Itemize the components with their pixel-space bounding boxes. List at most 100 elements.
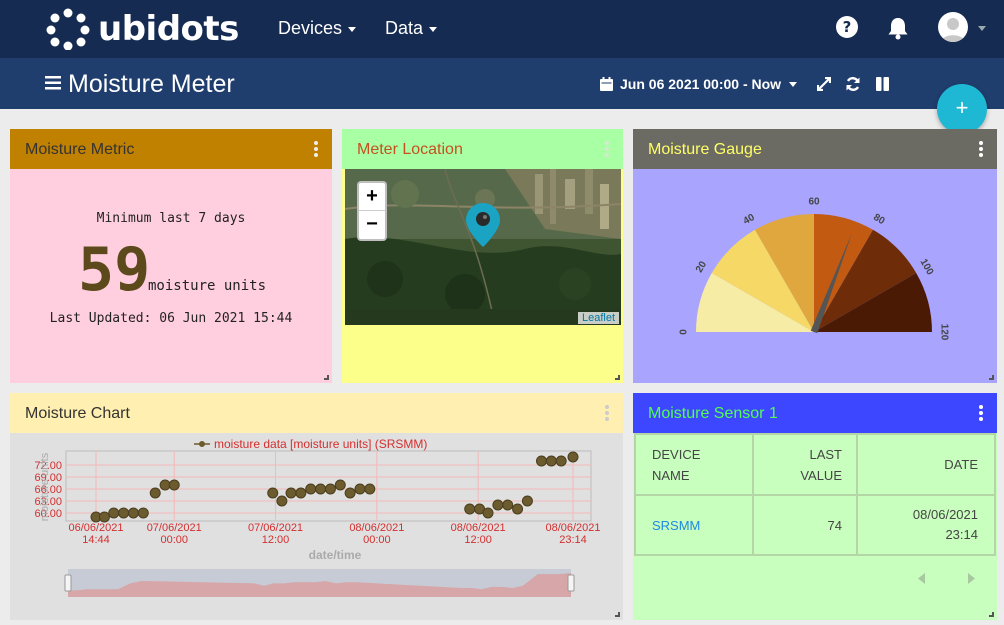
data-point[interactable]: [521, 495, 533, 507]
widget-title: Moisture Chart: [25, 405, 130, 422]
satellite-map[interactable]: + − Leaflet: [345, 169, 621, 325]
device-table: DEVICE NAME LAST VALUE DATE SRSMM 74 08/…: [634, 433, 996, 556]
column-header-last-value[interactable]: LAST VALUE: [752, 433, 858, 496]
data-point[interactable]: [344, 487, 356, 499]
help-icon[interactable]: ?: [836, 16, 858, 38]
date-range-picker[interactable]: Jun 06 2021 00:00 - Now: [600, 76, 798, 92]
device-name-link[interactable]: SRSMM: [634, 494, 754, 556]
kebab-menu-icon[interactable]: [604, 141, 609, 157]
data-point[interactable]: [545, 455, 557, 467]
nav-data-label: Data: [385, 18, 424, 38]
kebab-menu-icon[interactable]: [978, 405, 983, 421]
widget-header: Moisture Chart: [10, 393, 623, 433]
column-header-date[interactable]: DATE: [856, 433, 996, 496]
bell-icon[interactable]: [887, 16, 909, 40]
data-point[interactable]: [149, 487, 161, 499]
nav-devices[interactable]: Devices: [278, 18, 357, 39]
widget-title: Meter Location: [357, 141, 463, 158]
x-tick-label: 07/06/2021: [147, 522, 202, 534]
resize-handle[interactable]: [615, 612, 620, 617]
chevron-down-icon: [348, 26, 357, 32]
expand-icon[interactable]: [817, 77, 831, 91]
data-point[interactable]: [502, 499, 514, 511]
y-tick-label: 60.00: [34, 508, 62, 520]
chevron-down-icon[interactable]: [978, 26, 986, 31]
moisture-sensor-widget: Moisture Sensor 1 DEVICE NAME LAST VALUE…: [633, 393, 997, 620]
zoom-controls: + −: [357, 181, 387, 241]
data-point[interactable]: [108, 507, 120, 519]
data-point[interactable]: [168, 479, 180, 491]
data-point[interactable]: [276, 495, 288, 507]
data-point[interactable]: [354, 483, 366, 495]
previous-page-icon[interactable]: [918, 573, 926, 584]
gauge-tick-label: 40: [742, 212, 758, 227]
data-point[interactable]: [535, 455, 547, 467]
data-point[interactable]: [364, 483, 376, 495]
data-point[interactable]: [324, 483, 336, 495]
ubidots-logo[interactable]: ubidots: [46, 8, 239, 50]
kebab-menu-icon[interactable]: [978, 141, 983, 157]
widget-header: Moisture Metric: [10, 129, 332, 169]
data-point[interactable]: [567, 451, 579, 463]
user-avatar-icon[interactable]: [938, 12, 968, 42]
data-point[interactable]: [512, 503, 524, 515]
data-point[interactable]: [295, 487, 307, 499]
top-navbar: ubidots Devices Data ?: [0, 0, 1004, 58]
widget-header: Moisture Sensor 1: [633, 393, 997, 433]
resize-handle[interactable]: [615, 375, 620, 380]
data-point[interactable]: [464, 503, 476, 515]
data-point[interactable]: [285, 487, 297, 499]
data-point[interactable]: [334, 479, 346, 491]
y-axis-label: moisture units: [39, 452, 51, 521]
meter-location-widget: Meter Location + −: [342, 129, 623, 383]
data-point[interactable]: [482, 507, 494, 519]
metric-label: Minimum last 7 days: [96, 211, 246, 226]
moisture-chart-widget: Moisture Chart 60.00 63.00 66.00 69.00 72.00…: [10, 393, 623, 620]
navigator-right-handle[interactable]: [567, 574, 575, 592]
dashboard-title[interactable]: Moisture Meter: [68, 70, 235, 98]
column-header-device-name[interactable]: DEVICE NAME: [634, 433, 754, 496]
x-tick-label: 06/06/2021: [68, 522, 123, 534]
data-point[interactable]: [315, 483, 327, 495]
data-point[interactable]: [267, 487, 279, 499]
add-widget-button[interactable]: +: [937, 84, 987, 134]
legend-marker-icon: [199, 441, 205, 447]
nav-devices-label: Devices: [278, 18, 343, 38]
map-marker-icon[interactable]: [466, 203, 500, 247]
kebab-menu-icon[interactable]: [604, 405, 609, 421]
chevron-down-icon: [429, 26, 438, 32]
refresh-icon[interactable]: [845, 76, 861, 92]
resize-handle[interactable]: [989, 612, 994, 617]
leaflet-attribution-link[interactable]: Leaflet: [577, 312, 619, 324]
y-tick-label: 72.00: [34, 460, 62, 472]
kebab-menu-icon[interactable]: [313, 141, 318, 157]
columns-icon[interactable]: [876, 77, 889, 91]
next-page-icon[interactable]: [967, 573, 975, 584]
gauge-band: [711, 229, 814, 332]
data-point[interactable]: [305, 483, 317, 495]
y-tick-label: 66.00: [34, 484, 62, 496]
moisture-metric-widget: Moisture Metric Minimum last 7 days 59 m…: [10, 129, 332, 383]
hamburger-icon[interactable]: [45, 76, 61, 90]
gauge-band: [696, 273, 814, 332]
data-point[interactable]: [98, 511, 110, 523]
x-tick-label: 14:44: [82, 534, 110, 546]
dashboard-header: Moisture Meter Jun 06 2021 00:00 - Now: [0, 58, 1004, 109]
moisture-gauge-widget: Moisture Gauge 0 20 40 60 80 100 120: [633, 129, 997, 383]
resize-handle[interactable]: [324, 375, 329, 380]
navigator-left-handle[interactable]: [64, 574, 72, 592]
data-point[interactable]: [137, 507, 149, 519]
widget-title: Moisture Sensor 1: [648, 405, 778, 422]
legend-label[interactable]: moisture data [moisture units] (SRSMM): [214, 437, 427, 451]
data-point[interactable]: [127, 507, 139, 519]
data-point[interactable]: [492, 499, 504, 511]
zoom-in-button[interactable]: +: [359, 183, 385, 211]
data-point[interactable]: [555, 455, 567, 467]
nav-data[interactable]: Data: [385, 18, 438, 39]
data-point[interactable]: [159, 479, 171, 491]
zoom-out-button[interactable]: −: [366, 213, 378, 235]
resize-handle[interactable]: [989, 375, 994, 380]
data-point[interactable]: [118, 507, 130, 519]
widget-title: Moisture Gauge: [648, 141, 762, 158]
